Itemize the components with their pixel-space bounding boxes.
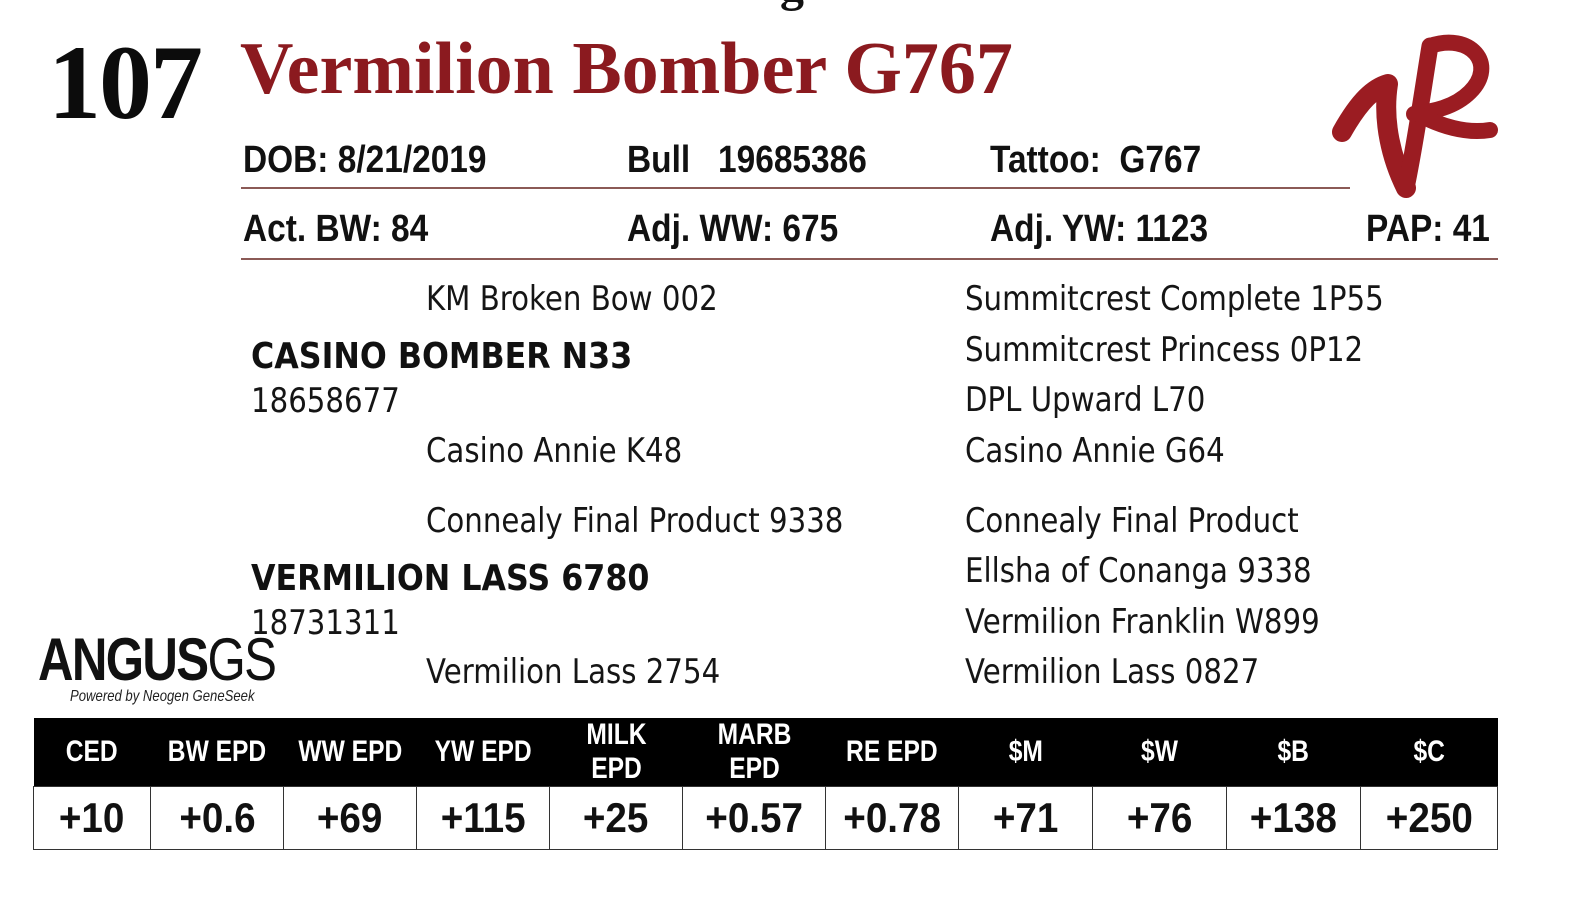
pap-text: PAP: 41 — [1366, 208, 1490, 250]
info-divider-bottom — [241, 258, 1498, 260]
angus-wordmark: ANGUS — [38, 626, 209, 693]
epd-header-cell: MILK EPD — [549, 718, 683, 787]
pedigree-dam-dam-dam: Vermilion Lass 0827 — [965, 652, 1260, 692]
epd-value-cell: +10 — [33, 786, 151, 850]
dob-text: DOB: 8/21/2019 — [243, 139, 487, 181]
epd-header-cell: RE EPD — [825, 718, 959, 787]
pedigree-sire-dam-dam: Casino Annie G64 — [965, 431, 1225, 471]
sex-registration-text: Bull 19685386 — [627, 139, 867, 181]
epd-value-cell: +69 — [283, 786, 417, 850]
epd-header-row: CED BW EPD WW EPD YW EPD MILK EPD MARB E… — [33, 718, 1498, 787]
epd-value-row: +10 +0.6 +69 +115 +25 +0.57 +0.78 +71 +7… — [33, 786, 1498, 850]
epd-header-cell: $B — [1226, 718, 1361, 787]
pedigree-sire-dam-sire: DPL Upward L70 — [965, 380, 1206, 420]
pedigree-sire-registration: 18658677 — [251, 381, 400, 421]
animal-name-title: Vermilion Bomber G767 — [240, 28, 1013, 110]
epd-header-cell: $C — [1360, 718, 1498, 787]
epd-value-cell: +76 — [1092, 786, 1227, 850]
epd-value-cell: +250 — [1360, 786, 1498, 850]
epd-value-cell: +0.6 — [150, 786, 284, 850]
epd-header-cell: MARB EPD — [682, 718, 826, 787]
pedigree-sire-sire: KM Broken Bow 002 — [426, 279, 718, 319]
angus-gs-logo: ANGUSGS Powered by Neogen GeneSeek — [38, 630, 327, 706]
pedigree-dam-name: VERMILION LASS 6780 — [251, 558, 650, 599]
pedigree-sire-sire-sire: Summitcrest Complete 1P55 — [965, 279, 1384, 319]
epd-header-cell: YW EPD — [416, 718, 550, 787]
epd-header-cell: CED — [33, 718, 151, 787]
epd-header-cell: WW EPD — [283, 718, 417, 787]
gs-wordmark: GS — [207, 626, 276, 693]
pedigree-sire-dam: Casino Annie K48 — [426, 431, 683, 471]
pedigree-dam-sire: Connealy Final Product 9338 — [426, 501, 844, 541]
adjusted-yw-text: Adj. YW: 1123 — [990, 208, 1209, 250]
info-divider-top — [241, 187, 1350, 189]
tattoo-text: Tattoo: G767 — [990, 139, 1202, 181]
epd-header-cell: BW EPD — [150, 718, 284, 787]
pedigree-dam-dam: Vermilion Lass 2754 — [426, 652, 721, 692]
pedigree-dam-dam-sire: Vermilion Franklin W899 — [965, 602, 1320, 642]
epd-header-cell: $W — [1092, 718, 1227, 787]
epd-value-cell: +71 — [958, 786, 1093, 850]
pedigree-dam-registration: 18731311 — [251, 603, 400, 643]
epd-value-cell: +115 — [416, 786, 550, 850]
angus-gs-wordmark: ANGUSGS — [38, 630, 277, 690]
angus-gs-tagline: Powered by Neogen GeneSeek — [70, 688, 255, 705]
epd-header-cell: $M — [958, 718, 1093, 787]
epd-value-cell: +25 — [549, 786, 683, 850]
actual-bw-text: Act. BW: 84 — [243, 208, 429, 250]
epd-value-cell: +0.57 — [682, 786, 826, 850]
adjusted-ww-text: Adj. WW: 675 — [627, 208, 839, 250]
epd-value-cell: +138 — [1226, 786, 1361, 850]
vr-brand-logo-icon — [1332, 34, 1498, 198]
epd-value-cell: +0.78 — [825, 786, 959, 850]
epd-table: CED BW EPD WW EPD YW EPD MILK EPD MARB E… — [33, 718, 1498, 850]
lot-number: 107 — [48, 24, 203, 141]
pedigree-sire-sire-dam: Summitcrest Princess 0P12 — [965, 330, 1364, 370]
pedigree-sire-name: CASINO BOMBER N33 — [251, 336, 633, 377]
pedigree-dam-sire-sire: Connealy Final Product — [965, 501, 1299, 541]
clipped-heading-fragment: g — [780, 0, 804, 13]
pedigree-dam-sire-dam: Ellsha of Conanga 9338 — [965, 551, 1312, 591]
